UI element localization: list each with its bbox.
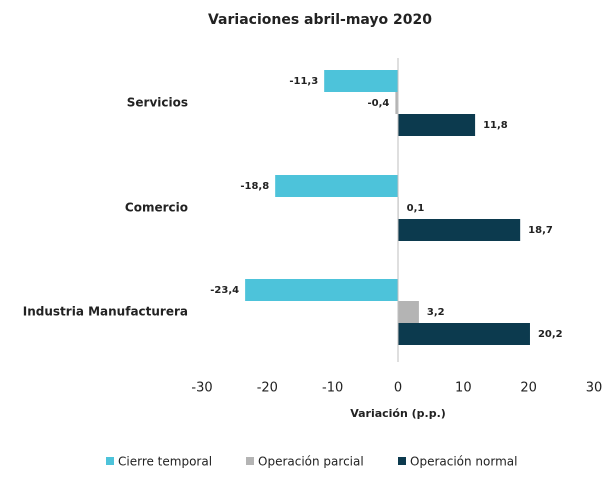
- x-axis-label: Variación (p.p.): [350, 407, 446, 420]
- data-label: 3,2: [427, 307, 445, 318]
- bar: [245, 279, 398, 301]
- legend-swatch: [246, 457, 254, 465]
- bar: [398, 323, 530, 345]
- category-label: Comercio: [125, 201, 188, 215]
- data-label: 11,8: [483, 120, 508, 131]
- bar: [398, 114, 476, 136]
- data-label: -18,8: [240, 181, 269, 192]
- legend-swatch: [106, 457, 114, 465]
- bar: [324, 70, 398, 92]
- category-label: Industria Manufacturera: [23, 305, 188, 319]
- legend-swatch: [398, 457, 406, 465]
- bar: [275, 175, 398, 197]
- x-tick-label: 30: [586, 381, 603, 396]
- x-tick-label: 20: [520, 381, 537, 396]
- bar: [398, 219, 521, 241]
- data-label: 0,1: [407, 203, 425, 214]
- category-label: Servicios: [127, 96, 188, 110]
- legend-label: Operación normal: [410, 455, 517, 469]
- legend-label: Operación parcial: [258, 455, 364, 469]
- bar: [398, 301, 419, 323]
- x-tick-label: -20: [257, 381, 278, 396]
- x-tick-label: 10: [455, 381, 472, 396]
- legend-label: Cierre temporal: [118, 455, 212, 469]
- chart-title: Variaciones abril-mayo 2020: [208, 12, 432, 28]
- data-label: -0,4: [368, 98, 390, 109]
- bar: [395, 92, 398, 114]
- x-tick-label: 0: [394, 381, 402, 396]
- data-label: -23,4: [210, 285, 239, 296]
- data-label: 18,7: [528, 225, 553, 236]
- data-label: -11,3: [289, 76, 318, 87]
- x-tick-label: -30: [191, 381, 212, 396]
- x-tick-label: -10: [322, 381, 343, 396]
- data-label: 20,2: [538, 329, 563, 340]
